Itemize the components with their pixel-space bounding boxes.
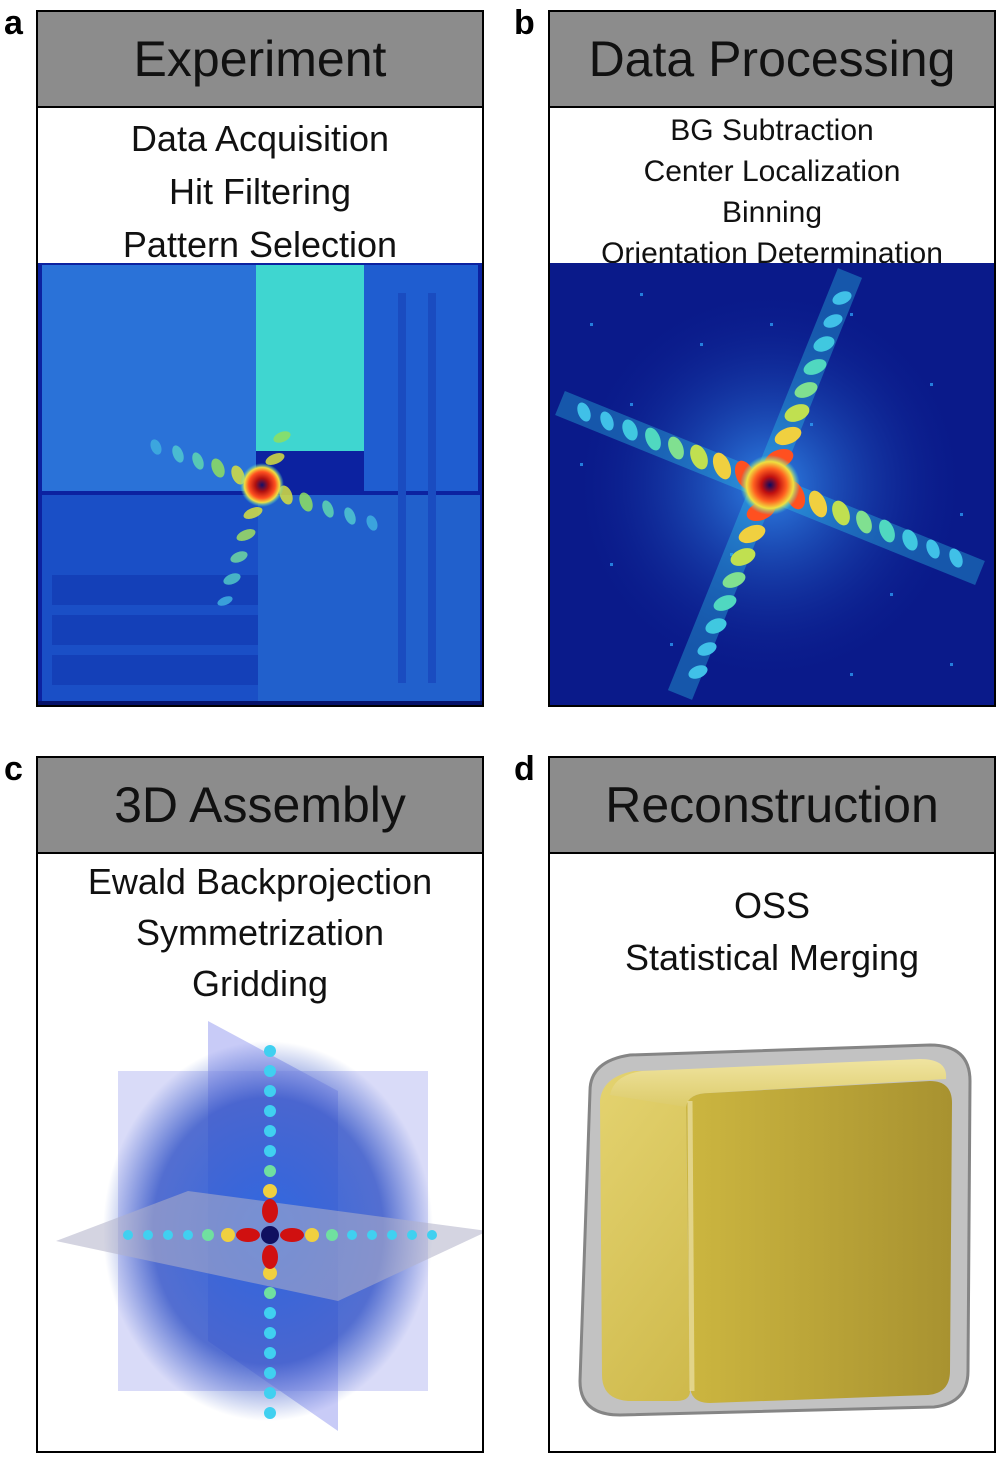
step-symmetrization: Symmetrization bbox=[135, 912, 385, 953]
panel-d-letter: d bbox=[514, 750, 535, 788]
panel-b-steps: BG Subtraction Center Localization Binni… bbox=[550, 110, 994, 274]
panel-c-steps: Ewald Backprojection Symmetrization Grid… bbox=[38, 856, 482, 1009]
panel-3d-assembly: 3D Assembly Ewald Backprojection Symmetr… bbox=[36, 756, 484, 1453]
step-binning: Binning bbox=[721, 196, 823, 229]
central-peak bbox=[740, 455, 800, 515]
panel-a-title: Experiment bbox=[38, 12, 482, 108]
panel-reconstruction: Reconstruction OSS Statistical Merging bbox=[548, 756, 996, 1453]
cube-top-face bbox=[610, 1059, 947, 1107]
speckle-noise bbox=[580, 293, 963, 676]
processed-diffraction-pattern bbox=[550, 263, 994, 705]
step-gridding: Gridding bbox=[191, 963, 329, 1004]
step-pattern-selection: Pattern Selection bbox=[122, 224, 398, 265]
panel-b-letter: b bbox=[514, 4, 535, 42]
panel-a-letter: a bbox=[4, 4, 23, 42]
step-statistical-merging: Statistical Merging bbox=[624, 937, 920, 978]
step-oss: OSS bbox=[733, 885, 811, 926]
diffraction-streaks bbox=[150, 431, 378, 606]
central-peak bbox=[240, 463, 284, 507]
step-bg-subtraction: BG Subtraction bbox=[670, 114, 874, 147]
step-center-localization: Center Localization bbox=[643, 155, 901, 188]
panel-a-steps: Data Acquisition Hit Filtering Pattern S… bbox=[38, 112, 482, 271]
panel-c-letter: c bbox=[4, 750, 23, 788]
panel-data-processing: Data Processing BG Subtraction Center Lo… bbox=[548, 10, 996, 707]
raw-diffraction-pattern bbox=[38, 263, 482, 705]
panel-d-steps: OSS Statistical Merging bbox=[550, 880, 994, 984]
panel-experiment: Experiment Data Acquisition Hit Filterin… bbox=[36, 10, 484, 707]
cube-right-face bbox=[686, 1081, 952, 1403]
step-data-acquisition: Data Acquisition bbox=[130, 118, 390, 159]
reconstructed-cube bbox=[550, 1031, 994, 1451]
cube-left-face bbox=[600, 1067, 850, 1401]
panel-c-title: 3D Assembly bbox=[38, 758, 482, 854]
step-ewald-backprojection: Ewald Backprojection bbox=[87, 861, 433, 902]
3d-intensity-volume bbox=[38, 1011, 482, 1451]
central-peak bbox=[261, 1226, 279, 1244]
panel-d-title: Reconstruction bbox=[550, 758, 994, 854]
step-hit-filtering: Hit Filtering bbox=[168, 171, 352, 212]
panel-b-title: Data Processing bbox=[550, 12, 994, 108]
